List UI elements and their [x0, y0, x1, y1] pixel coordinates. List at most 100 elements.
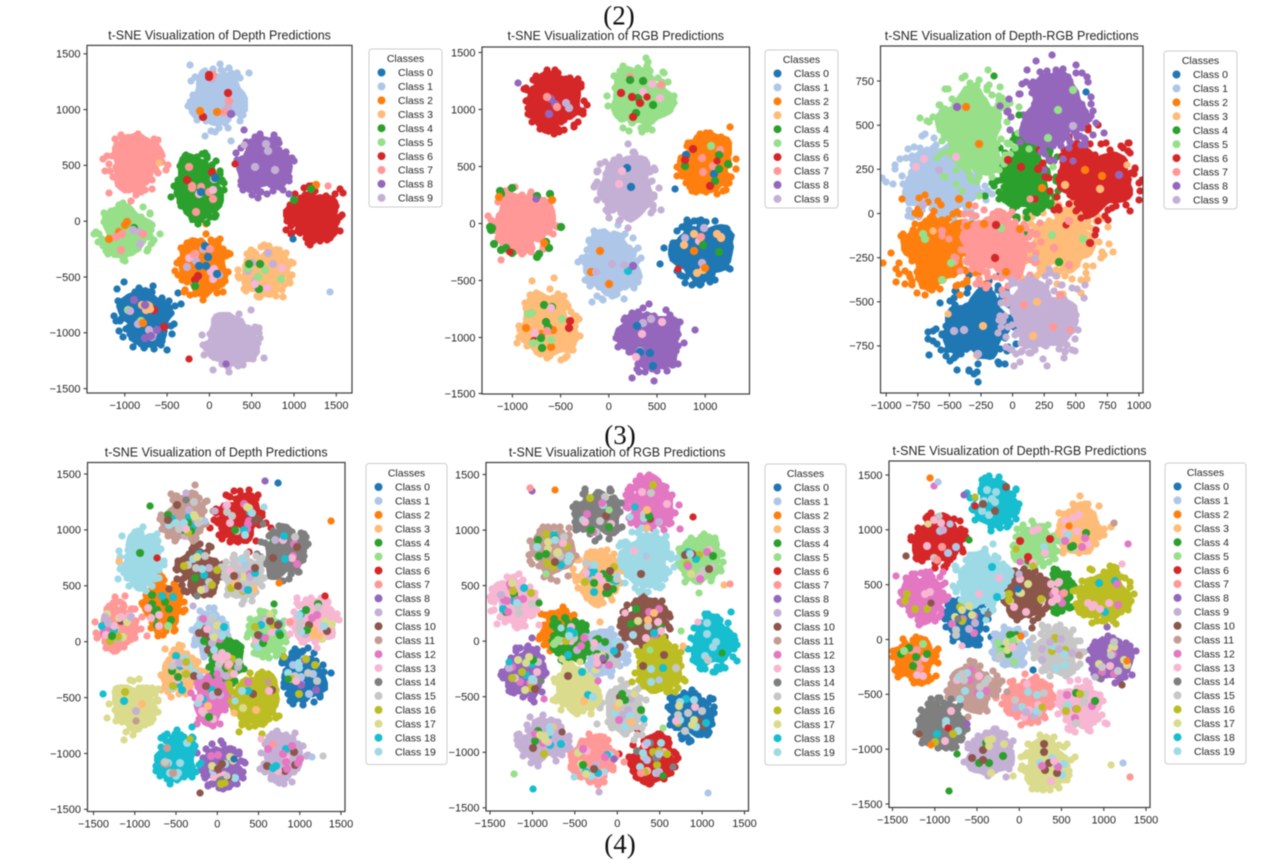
svg-text:−1500: −1500	[50, 804, 81, 816]
svg-text:1500: 1500	[324, 400, 348, 412]
svg-text:Class 11: Class 11	[395, 635, 435, 647]
svg-text:−500: −500	[548, 401, 573, 413]
svg-text:Class 0: Class 0	[1194, 481, 1229, 493]
svg-text:750: 750	[856, 76, 874, 88]
svg-text:Class 0: Class 0	[794, 68, 829, 80]
svg-text:t-SNE Visualization of RGB Pre: t-SNE Visualization of RGB Predictions	[509, 446, 726, 460]
svg-text:Class 0: Class 0	[398, 67, 433, 79]
svg-text:−500: −500	[56, 692, 81, 704]
svg-text:1500: 1500	[1134, 815, 1158, 827]
svg-text:Class 8: Class 8	[1193, 181, 1228, 193]
svg-text:Class 17: Class 17	[395, 719, 436, 731]
svg-text:Class 7: Class 7	[398, 165, 433, 177]
svg-text:Class 2: Class 2	[794, 96, 829, 108]
svg-text:Class 19: Class 19	[1194, 746, 1235, 758]
svg-text:Class 15: Class 15	[1194, 690, 1235, 702]
svg-text:Class 7: Class 7	[794, 580, 829, 592]
svg-text:0: 0	[606, 401, 612, 413]
svg-text:Class 0: Class 0	[395, 482, 430, 494]
svg-text:−1500: −1500	[475, 818, 506, 830]
svg-text:Class 4: Class 4	[1193, 125, 1228, 137]
svg-text:500: 500	[63, 581, 81, 593]
svg-text:Class 5: Class 5	[395, 551, 430, 563]
svg-text:750: 750	[1098, 400, 1116, 412]
svg-text:Class 14: Class 14	[794, 677, 835, 689]
svg-text:Class 12: Class 12	[395, 649, 436, 661]
svg-text:Class 9: Class 9	[395, 607, 430, 619]
svg-text:Class 9: Class 9	[794, 608, 829, 620]
svg-text:Class 7: Class 7	[794, 166, 829, 178]
svg-text:Class 18: Class 18	[395, 732, 436, 744]
svg-text:0: 0	[614, 818, 620, 830]
svg-text:0: 0	[74, 216, 80, 228]
svg-text:Class 15: Class 15	[395, 691, 436, 703]
svg-text:Class 4: Class 4	[794, 538, 829, 550]
svg-text:Class 3: Class 3	[1194, 523, 1229, 535]
svg-text:(3): (3)	[604, 420, 635, 450]
svg-text:Class 14: Class 14	[1194, 676, 1235, 688]
svg-text:Class 10: Class 10	[395, 621, 436, 633]
svg-text:500: 500	[461, 580, 479, 592]
svg-text:0: 0	[473, 636, 479, 648]
svg-text:Classes: Classes	[387, 53, 424, 65]
svg-text:Class 4: Class 4	[794, 124, 829, 136]
svg-text:500: 500	[651, 818, 669, 830]
svg-text:Class 1: Class 1	[1193, 83, 1228, 95]
svg-text:Classes: Classes	[783, 54, 820, 66]
svg-text:−1000: −1000	[50, 748, 81, 760]
svg-text:Classes: Classes	[388, 468, 425, 480]
svg-text:−500: −500	[155, 400, 180, 412]
svg-text:Class 1: Class 1	[398, 81, 433, 93]
svg-text:Class 11: Class 11	[1194, 634, 1234, 646]
svg-text:1500: 1500	[451, 47, 475, 59]
svg-text:Classes: Classes	[1182, 55, 1219, 67]
svg-text:Class 7: Class 7	[395, 579, 430, 591]
svg-text:−1000: −1000	[449, 747, 480, 759]
svg-text:Class 0: Class 0	[1193, 69, 1228, 81]
svg-text:Class 5: Class 5	[794, 552, 829, 564]
svg-text:500: 500	[864, 580, 882, 592]
svg-text:1000: 1000	[690, 818, 714, 830]
svg-text:−500: −500	[858, 689, 883, 701]
svg-text:−250: −250	[849, 253, 874, 265]
svg-text:Class 6: Class 6	[395, 565, 430, 577]
svg-text:Class 4: Class 4	[398, 123, 433, 135]
svg-text:1500: 1500	[56, 49, 80, 61]
svg-text:0: 0	[1016, 815, 1022, 827]
svg-text:Class 5: Class 5	[1193, 139, 1228, 151]
svg-text:−1000: −1000	[852, 744, 883, 756]
svg-text:−500: −500	[455, 692, 480, 704]
svg-text:500: 500	[62, 160, 80, 172]
svg-text:Class 7: Class 7	[1193, 167, 1228, 179]
svg-text:Class 12: Class 12	[794, 649, 835, 661]
svg-text:Class 6: Class 6	[1194, 565, 1229, 577]
svg-text:Class 3: Class 3	[794, 110, 829, 122]
svg-text:−1500: −1500	[78, 819, 109, 831]
svg-text:Class 5: Class 5	[1194, 551, 1229, 563]
svg-text:0: 0	[1010, 400, 1016, 412]
svg-text:1500: 1500	[57, 469, 81, 481]
svg-text:Class 18: Class 18	[1194, 732, 1235, 744]
svg-text:Class 9: Class 9	[1193, 195, 1228, 207]
svg-text:500: 500	[249, 819, 267, 831]
svg-text:Class 15: Class 15	[794, 691, 835, 703]
svg-text:0: 0	[75, 637, 81, 649]
svg-text:Class 13: Class 13	[395, 663, 436, 675]
svg-text:1500: 1500	[455, 469, 479, 481]
svg-text:Class 6: Class 6	[1193, 153, 1228, 165]
svg-text:t-SNE Visualization of RGB Pre: t-SNE Visualization of RGB Predictions	[508, 29, 725, 43]
svg-text:Class 1: Class 1	[1194, 495, 1229, 507]
svg-text:500: 500	[856, 120, 874, 132]
svg-text:t-SNE Visualization of Depth P: t-SNE Visualization of Depth Predictions	[108, 29, 331, 43]
svg-text:−1000: −1000	[517, 818, 548, 830]
svg-text:500: 500	[648, 401, 666, 413]
svg-text:1000: 1000	[288, 819, 312, 831]
svg-text:Class 8: Class 8	[1194, 593, 1229, 605]
svg-text:0: 0	[868, 208, 874, 220]
svg-text:Class 7: Class 7	[1194, 579, 1229, 591]
svg-text:250: 250	[1035, 400, 1053, 412]
svg-text:Class 19: Class 19	[794, 747, 835, 759]
svg-text:−750: −750	[905, 400, 930, 412]
svg-text:−250: −250	[969, 400, 994, 412]
svg-text:0: 0	[206, 400, 212, 412]
